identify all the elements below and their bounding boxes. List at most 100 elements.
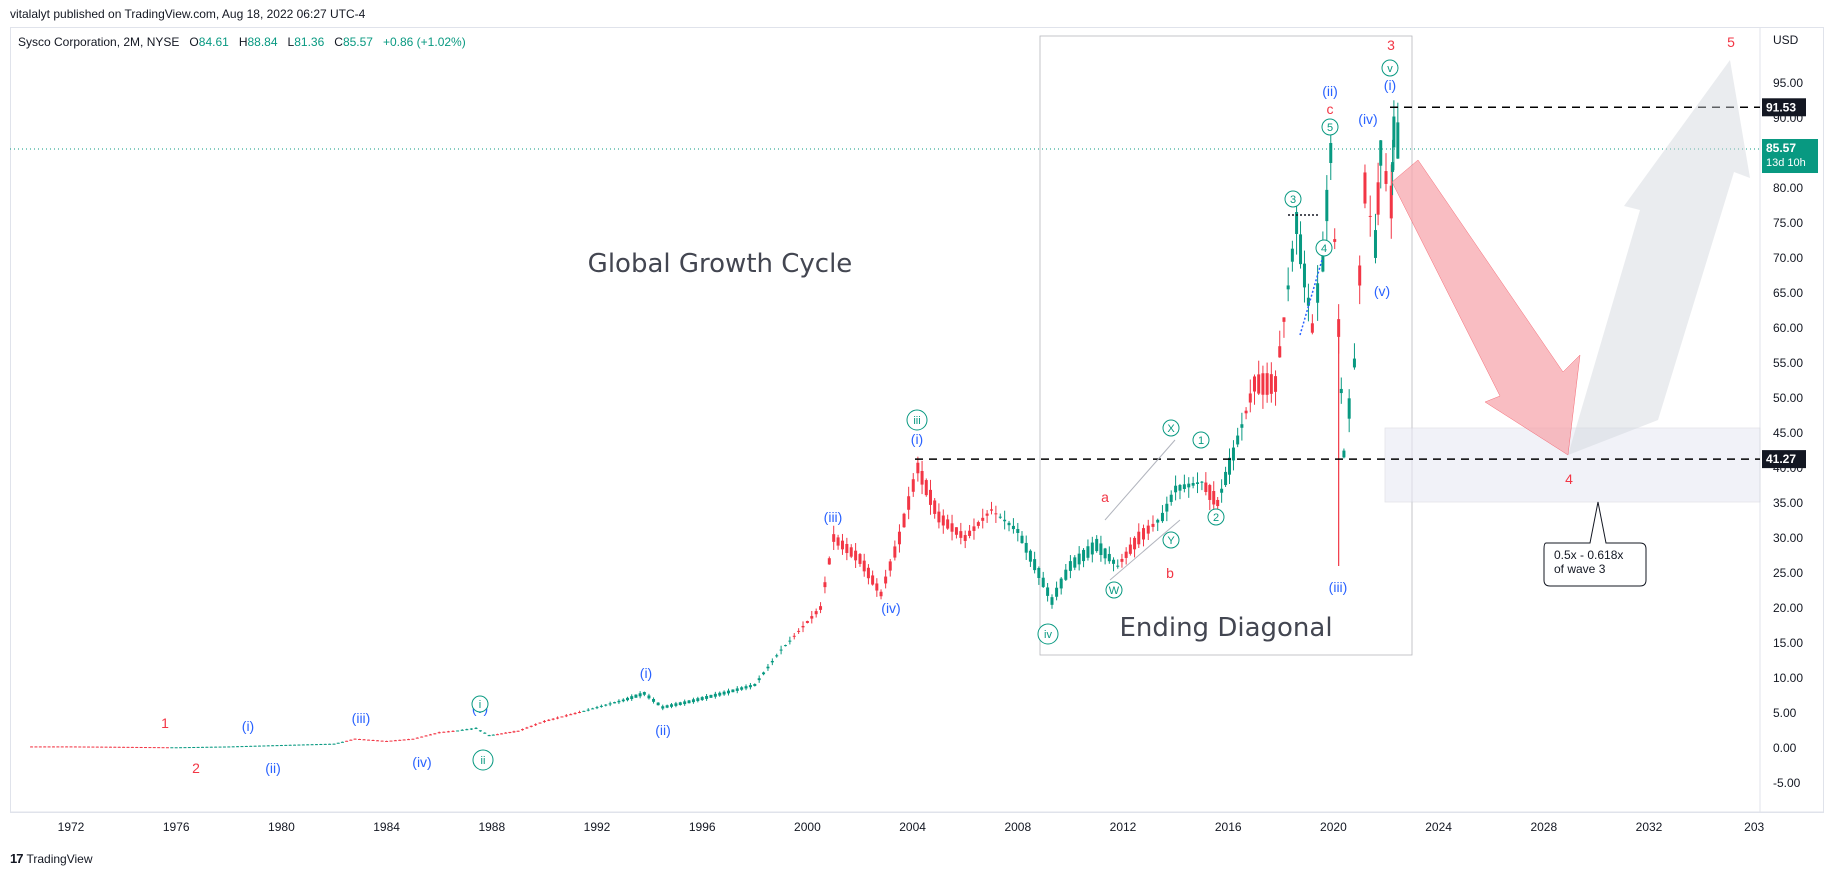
candle-body <box>257 745 261 747</box>
x-tick-label: 1980 <box>268 820 295 834</box>
candle-body <box>478 730 482 732</box>
candle-body <box>231 746 235 748</box>
candle-body <box>1133 537 1137 550</box>
candle-body <box>460 729 464 731</box>
candle-body <box>534 724 538 726</box>
candle-body <box>1220 488 1224 493</box>
last-price-badge <box>1762 139 1818 174</box>
candle-body <box>630 696 634 700</box>
tradingview-logo-icon[interactable]: 17 <box>10 851 24 866</box>
candle-body <box>1041 577 1045 587</box>
wave-label-red: 4 <box>1565 471 1573 487</box>
candle-body <box>1391 162 1395 172</box>
candle-body <box>722 691 726 695</box>
x-tick-label: 2024 <box>1425 820 1452 834</box>
y-tick-label: 50.00 <box>1773 391 1803 405</box>
candle-body <box>345 740 349 742</box>
candle-body <box>797 630 801 632</box>
x-tick-label: 203 <box>1744 820 1764 834</box>
wave-label-blue: (i) <box>640 665 652 681</box>
candle-body <box>104 746 108 748</box>
candle-body <box>783 645 787 647</box>
candle-body <box>1064 569 1068 580</box>
candle-body <box>297 744 301 746</box>
candle-body <box>1282 317 1286 322</box>
candle-body <box>271 745 275 747</box>
candle-body <box>911 479 915 492</box>
wave-label-blue: (ii) <box>265 760 281 776</box>
candle-body <box>1325 189 1329 222</box>
candle-body <box>893 546 897 558</box>
wave-circle-icon <box>472 749 494 771</box>
candle-body <box>1295 212 1299 234</box>
candle-body <box>353 738 357 740</box>
candle-body <box>446 731 450 733</box>
x-tick-label: 1976 <box>163 820 190 834</box>
candle-body <box>1178 485 1182 491</box>
candle-body <box>253 745 257 747</box>
candle-body <box>314 744 318 746</box>
candle-body <box>854 550 858 561</box>
candle-body <box>236 746 240 748</box>
candle-body <box>1137 531 1141 545</box>
candle-body <box>135 746 139 748</box>
open-value: 84.61 <box>198 35 229 49</box>
wave-label-green: 3 <box>1290 194 1296 206</box>
candle-body <box>731 689 735 693</box>
y-tick-label: 55.00 <box>1773 356 1803 370</box>
candle-body <box>402 739 406 741</box>
candle-body <box>1384 171 1388 184</box>
candle-body <box>367 739 371 741</box>
close-value: 85.57 <box>342 35 373 49</box>
diagonal-channel-line <box>1104 439 1176 521</box>
candle-body <box>525 727 529 729</box>
brand-name[interactable]: TradingView <box>26 851 93 866</box>
candle-body <box>916 462 920 474</box>
candle-body <box>1310 323 1314 333</box>
wave-label-blue: (i) <box>1384 77 1396 93</box>
candle-body <box>1020 535 1024 544</box>
wave-label-blue: (i) <box>911 431 923 447</box>
candle-body <box>323 743 327 745</box>
level-price-badge <box>1762 98 1806 117</box>
high-value: 88.84 <box>247 35 278 49</box>
candle-body <box>1073 557 1077 568</box>
candle-body <box>415 737 419 739</box>
candle-body <box>735 688 739 691</box>
candle-body <box>582 710 586 712</box>
wave-label-blue: (v) <box>1374 283 1390 299</box>
wave-circle-icon <box>1284 190 1302 208</box>
wave-circle-icon <box>1037 623 1059 645</box>
candle-body <box>1016 529 1020 533</box>
candle-body <box>879 591 883 597</box>
candle-body <box>779 649 783 651</box>
candle-body <box>1265 373 1269 395</box>
candle-body <box>674 703 678 706</box>
candle-body <box>1200 481 1204 483</box>
candle-body <box>788 640 792 642</box>
candle-body <box>442 731 446 733</box>
wave-circle-icon <box>1162 419 1180 437</box>
candle-body <box>1103 548 1107 559</box>
candle-body <box>884 576 888 584</box>
x-tick-label: 1996 <box>689 820 716 834</box>
candle-body <box>963 535 967 541</box>
candle-body <box>1347 398 1351 419</box>
candle-body <box>529 725 533 727</box>
candle-body <box>652 698 656 702</box>
candle-body <box>888 561 892 571</box>
candle-body <box>823 582 827 588</box>
candle-body <box>227 746 231 748</box>
candle-body <box>985 513 989 516</box>
wave-label-green: i <box>479 699 481 711</box>
candle-body <box>1146 525 1150 534</box>
candle-body <box>78 746 82 748</box>
level-price-label: 41.27 <box>1766 452 1796 466</box>
candle-body <box>60 746 64 748</box>
x-tick-label: 2012 <box>1110 820 1137 834</box>
candle-body <box>504 732 508 734</box>
wave-label-blue: (iv) <box>881 600 900 616</box>
candle-body <box>393 740 397 742</box>
symbol-name[interactable]: Sysco Corporation, 2M, NYSE <box>18 35 180 49</box>
